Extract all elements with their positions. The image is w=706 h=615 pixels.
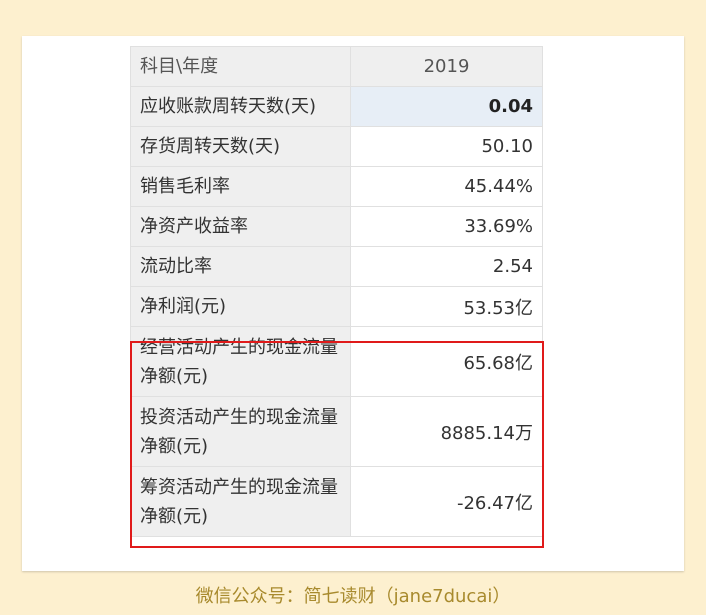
row-label: 净资产收益率 bbox=[130, 206, 351, 247]
row-value: 53.53亿 bbox=[350, 286, 543, 327]
table-row: 应收账款周转天数(天) 0.04 bbox=[130, 86, 543, 127]
table-row: 投资活动产生的现金流量净额(元) 8885.14万 bbox=[130, 396, 543, 467]
row-value: 33.69% bbox=[350, 206, 543, 247]
table-row: 筹资活动产生的现金流量净额(元) -26.47亿 bbox=[130, 466, 543, 537]
row-label: 存货周转天数(天) bbox=[130, 126, 351, 167]
row-label: 投资活动产生的现金流量净额(元) bbox=[130, 396, 351, 467]
table-row: 存货周转天数(天) 50.10 bbox=[130, 126, 543, 167]
row-label: 筹资活动产生的现金流量净额(元) bbox=[130, 466, 351, 537]
row-label: 经营活动产生的现金流量净额(元) bbox=[130, 326, 351, 397]
row-value: 45.44% bbox=[350, 166, 543, 207]
table-row: 经营活动产生的现金流量净额(元) 65.68亿 bbox=[130, 326, 543, 397]
wechat-caption: 微信公众号：简七读财（jane7ducai） bbox=[195, 586, 511, 607]
row-value: -26.47亿 bbox=[350, 466, 543, 537]
table-row: 销售毛利率 45.44% bbox=[130, 166, 543, 207]
row-value: 2.54 bbox=[350, 246, 543, 287]
row-label: 流动比率 bbox=[130, 246, 351, 287]
row-value: 50.10 bbox=[350, 126, 543, 167]
row-value: 0.04 bbox=[350, 86, 543, 127]
row-value: 8885.14万 bbox=[350, 396, 543, 467]
row-label: 净利润(元) bbox=[130, 286, 351, 327]
table-row: 净资产收益率 33.69% bbox=[130, 206, 543, 247]
row-value: 65.68亿 bbox=[350, 326, 543, 397]
row-label: 销售毛利率 bbox=[130, 166, 351, 207]
table-row: 流动比率 2.54 bbox=[130, 246, 543, 287]
row-label: 应收账款周转天数(天) bbox=[130, 86, 351, 127]
header-year-cell: 2019 bbox=[350, 46, 543, 87]
financial-metrics-table: 科目\年度 2019 应收账款周转天数(天) 0.04 存货周转天数(天) 50… bbox=[130, 46, 543, 537]
table-header-row: 科目\年度 2019 bbox=[130, 46, 543, 87]
header-label-cell: 科目\年度 bbox=[130, 46, 351, 87]
content-card: 科目\年度 2019 应收账款周转天数(天) 0.04 存货周转天数(天) 50… bbox=[22, 36, 684, 571]
table-row: 净利润(元) 53.53亿 bbox=[130, 286, 543, 327]
